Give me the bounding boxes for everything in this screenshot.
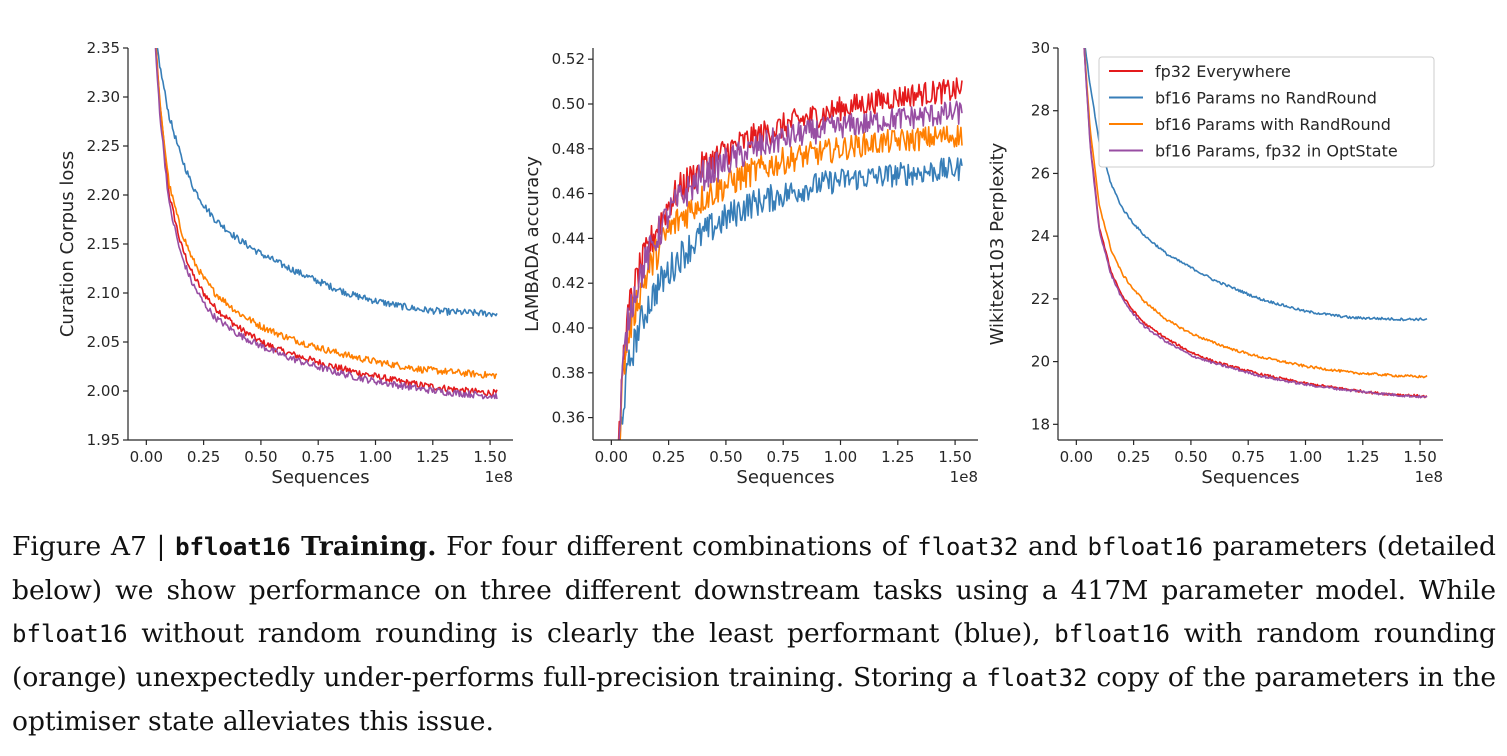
chart-panel-2: 0.00 0.25 0.50 0.75 1.00 1.25 1.50 0.36 0.38 0.40… xyxy=(522,48,978,488)
caption-text-3: parameters (detailed below) we show perf… xyxy=(12,531,1496,606)
legend-box xyxy=(1098,56,1435,168)
caption-code-4: bfloat16 xyxy=(1054,620,1170,648)
x-tick-label: 0.00 xyxy=(1060,448,1093,466)
y-tick-label: 1.95 xyxy=(87,431,120,449)
y-tick-label: 24 xyxy=(1031,227,1050,245)
x-tick-label: 1.25 xyxy=(416,448,449,466)
caption-text-5: with random rounding (orange) unexpected… xyxy=(12,618,1496,693)
legend: fp32 Everywhere bf16 Params no RandRound b… xyxy=(1098,56,1435,168)
x-offset-label: 1e8 xyxy=(1415,468,1443,486)
x-tick-label: 1.00 xyxy=(824,448,857,466)
figure-charts: 0.00 0.25 0.50 0.75 1.00 1.25 1.50 1.95 2.00 2.05… xyxy=(57,39,1443,488)
plot-area xyxy=(154,48,498,400)
legend-label-1: fp32 Everywhere xyxy=(1155,62,1291,81)
x-tick-label: 0.75 xyxy=(302,448,335,466)
y-tick-label: 2.00 xyxy=(87,382,120,400)
plot-area xyxy=(617,77,963,440)
caption-text-2: and xyxy=(1018,531,1088,562)
caption-text-4: without random rounding is clearly the l… xyxy=(127,618,1055,649)
y-tick-label: 2.20 xyxy=(87,186,120,204)
y-tick-label: 0.46 xyxy=(552,185,585,203)
plot-area xyxy=(1083,48,1428,399)
y-tick-label: 2.15 xyxy=(87,235,120,253)
x-tick-label: 1.50 xyxy=(938,448,971,466)
y-tick-label: 2.35 xyxy=(87,39,120,57)
y-tick-label: 2.30 xyxy=(87,88,120,106)
y-axis-label: LAMBADA accuracy xyxy=(522,156,543,332)
x-tick-label: 1.25 xyxy=(1346,448,1379,466)
chart-panel-1: 0.00 0.25 0.50 0.75 1.00 1.25 1.50 1.95 2.00 2.05… xyxy=(57,39,513,488)
y-tick-label: 0.40 xyxy=(552,319,585,337)
y-axis-label: Curation Corpus loss xyxy=(57,151,78,337)
series-line-4 xyxy=(154,48,498,400)
y-tick-label: 18 xyxy=(1031,415,1050,433)
y-tick-label: 0.48 xyxy=(552,140,585,158)
caption-figure-label: Figure A7 | xyxy=(12,531,176,562)
x-axis-label: Sequences xyxy=(1201,467,1299,488)
x-tick-label: 0.75 xyxy=(1232,448,1265,466)
y-tick-label: 0.42 xyxy=(552,274,585,292)
x-tick-label: 0.75 xyxy=(767,448,800,466)
x-axis-label: Sequences xyxy=(271,467,369,488)
caption-code-2: bfloat16 xyxy=(1087,533,1204,561)
x-offset-label: 1e8 xyxy=(950,468,978,486)
x-tick-label: 1.25 xyxy=(881,448,914,466)
x-tick-label: 1.00 xyxy=(1289,448,1322,466)
legend-label-3: bf16 Params with RandRound xyxy=(1155,115,1391,134)
x-tick-label: 1.00 xyxy=(359,448,392,466)
y-tick-label: 2.10 xyxy=(87,284,120,302)
series-line-4 xyxy=(618,100,963,440)
y-tick-label: 0.36 xyxy=(552,409,585,427)
y-tick-label: 26 xyxy=(1031,164,1050,182)
series-line-1 xyxy=(617,77,963,440)
series-line-3 xyxy=(619,124,963,440)
y-tick-label: 30 xyxy=(1031,39,1050,57)
y-tick-label: 28 xyxy=(1031,102,1050,120)
caption-text-1: For four different combinations of xyxy=(436,531,918,562)
y-tick-label: 2.05 xyxy=(87,333,120,351)
caption-title: Training. xyxy=(290,531,437,562)
series-line-1 xyxy=(1083,48,1428,399)
legend-label-2: bf16 Params no RandRound xyxy=(1155,89,1377,108)
x-offset-label: 1e8 xyxy=(485,468,513,486)
x-tick-label: 0.25 xyxy=(652,448,685,466)
caption-code-3: bfloat16 xyxy=(12,620,128,648)
x-tick-label: 1.50 xyxy=(473,448,506,466)
y-tick-label: 0.38 xyxy=(552,364,585,382)
series-line-2 xyxy=(156,48,498,318)
x-tick-label: 0.25 xyxy=(1117,448,1150,466)
y-tick-label: 0.52 xyxy=(552,50,585,68)
y-tick-label: 2.25 xyxy=(87,137,120,155)
caption-code-1: float32 xyxy=(917,533,1019,561)
y-tick-label: 20 xyxy=(1031,353,1050,371)
y-tick-label: 0.44 xyxy=(552,229,585,247)
series-line-2 xyxy=(618,156,963,440)
x-axis-label: Sequences xyxy=(736,467,834,488)
caption-text-6: copy of the parameters in the optimiser … xyxy=(12,662,1497,737)
caption-code-5: float32 xyxy=(986,664,1088,692)
series-line-3 xyxy=(1083,48,1428,379)
chart-panel-3: 0.00 0.25 0.50 0.75 1.00 1.25 1.50 18 20 22 24 26 28… xyxy=(987,39,1443,488)
x-tick-label: 0.00 xyxy=(130,448,163,466)
x-tick-label: 1.50 xyxy=(1403,448,1436,466)
caption-title-code: bfloat16 xyxy=(175,533,291,561)
figure-caption: Figure A7 | bfloat16 Training. For four … xyxy=(12,525,1496,743)
x-tick-label: 0.50 xyxy=(1174,448,1207,466)
y-tick-label: 0.50 xyxy=(552,95,585,113)
legend-label-4: bf16 Params, fp32 in OptState xyxy=(1155,142,1398,161)
series-line-2 xyxy=(1084,48,1428,322)
series-line-4 xyxy=(1083,48,1428,399)
series-line-3 xyxy=(155,48,498,380)
y-axis-label: Wikitext103 Perplexity xyxy=(987,142,1008,345)
series-line-1 xyxy=(155,48,498,398)
y-tick-label: 22 xyxy=(1031,290,1050,308)
x-tick-label: 0.00 xyxy=(595,448,628,466)
x-tick-label: 0.50 xyxy=(244,448,277,466)
x-tick-label: 0.25 xyxy=(187,448,220,466)
x-tick-label: 0.50 xyxy=(709,448,742,466)
